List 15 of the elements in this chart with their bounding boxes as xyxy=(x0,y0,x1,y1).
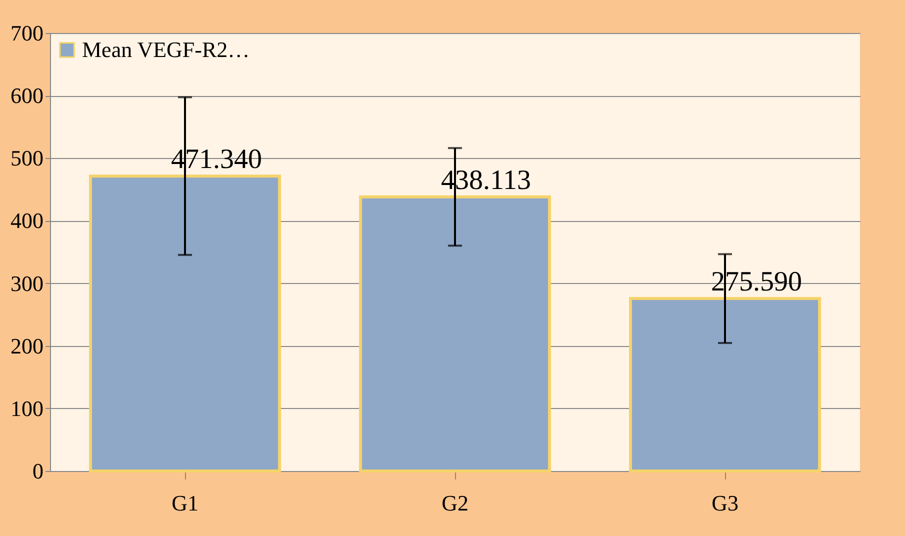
bar xyxy=(629,297,821,472)
y-tick-label: 200 xyxy=(10,333,44,358)
y-tick-label: 700 xyxy=(10,20,44,46)
x-tick-label: G3 xyxy=(712,490,738,516)
x-tick-label: G1 xyxy=(172,490,198,516)
bar xyxy=(359,195,551,472)
bar xyxy=(89,174,281,472)
y-tick-label: 400 xyxy=(10,208,44,234)
legend-label: Mean VEGF-R2… xyxy=(82,37,250,62)
y-tick-label: 300 xyxy=(10,270,44,296)
y-tick-label: 100 xyxy=(10,396,44,421)
y-tick-label: 600 xyxy=(10,83,44,108)
x-tick-label: G2 xyxy=(442,490,468,516)
y-tick-label: 500 xyxy=(10,146,44,171)
y-tick-label: 0 xyxy=(32,458,44,484)
